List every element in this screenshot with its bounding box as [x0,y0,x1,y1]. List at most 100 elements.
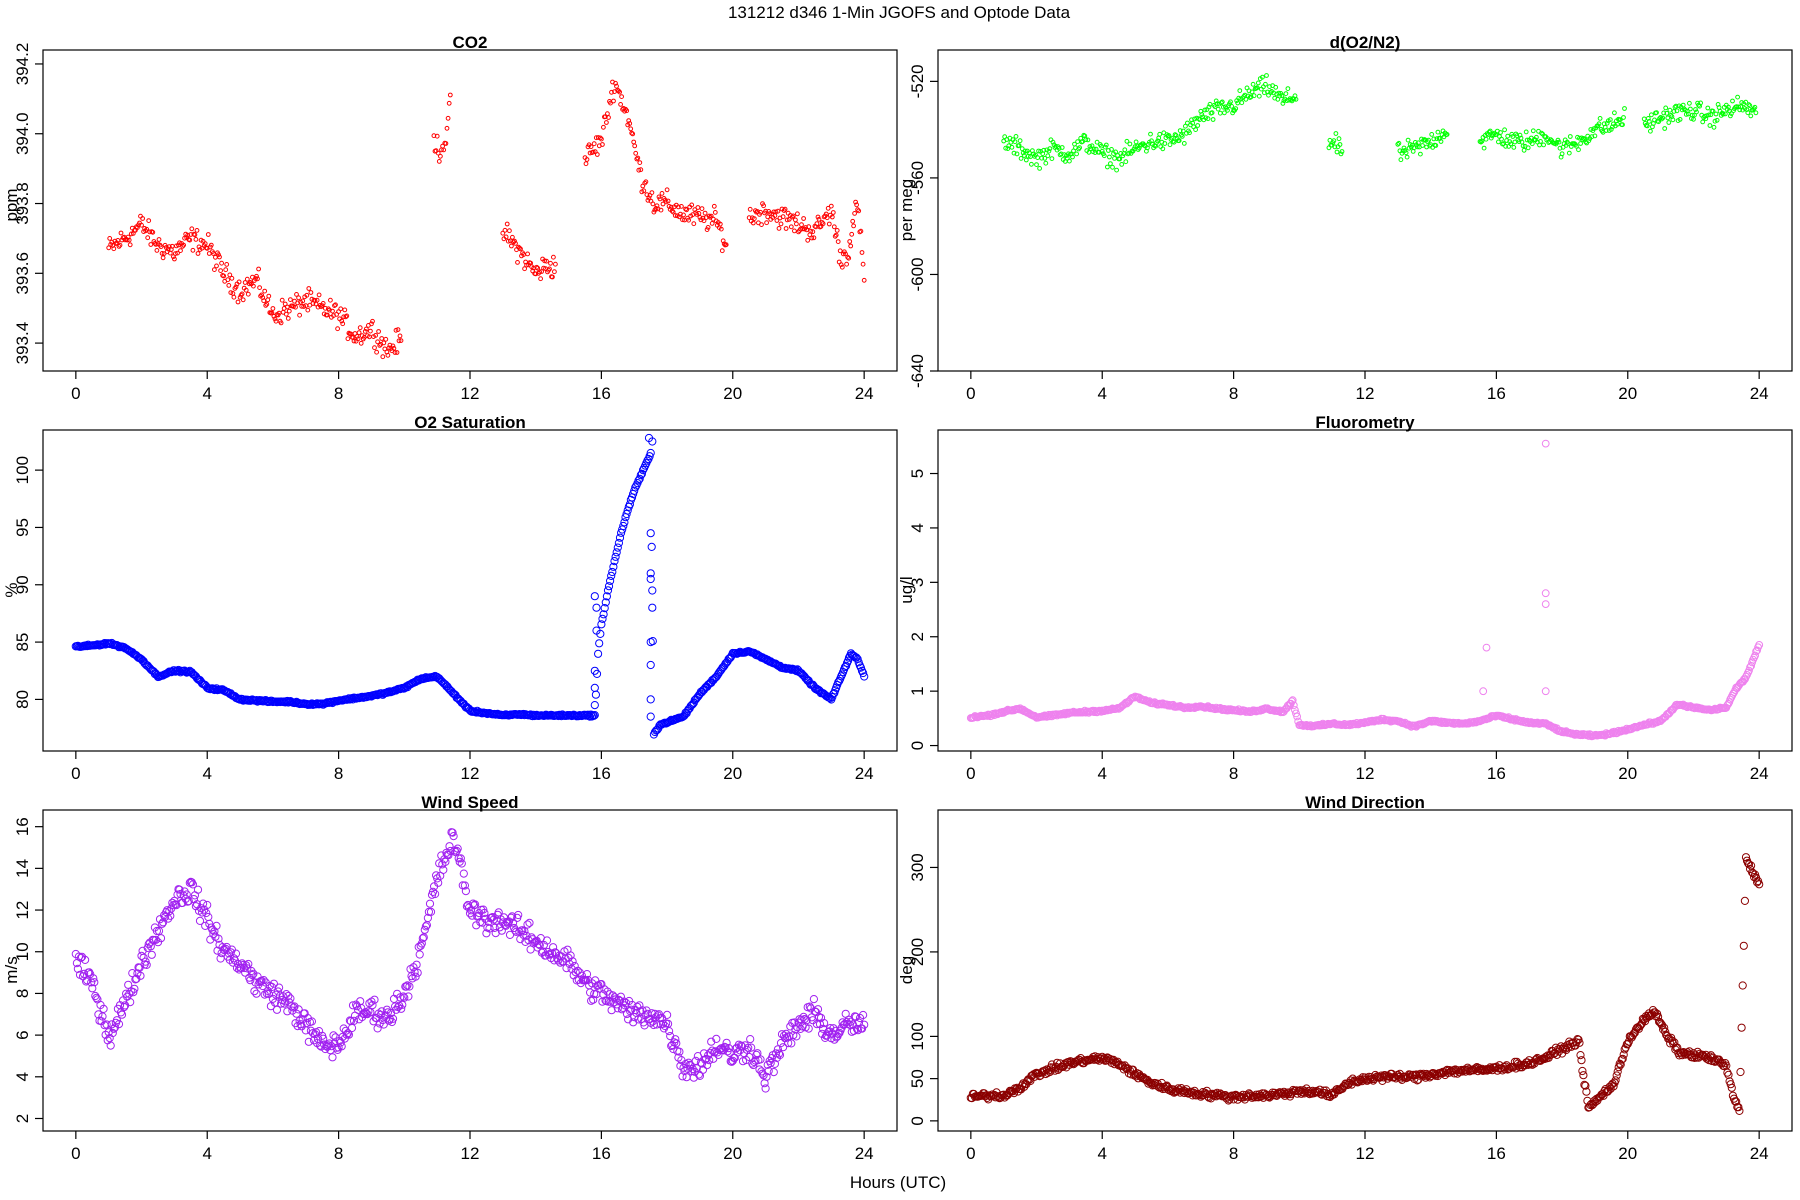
y-tick-label: 2 [908,632,927,641]
data-point [300,298,306,304]
data-point [151,935,160,944]
y-tick-label: 300 [908,853,927,881]
data-point [671,1035,680,1044]
data-point [1734,1103,1743,1112]
data-point [1288,696,1297,705]
data-point [1202,703,1210,712]
data-point [1730,98,1735,104]
outlier-point [648,603,657,612]
x-tick-label: 8 [1229,384,1238,403]
data-point [641,188,647,194]
data-point [238,959,247,968]
data-point [1233,106,1239,111]
data-point [445,115,451,121]
data-point [1177,128,1183,134]
data-point [1620,122,1625,128]
data-point [1451,1065,1460,1074]
data-point [1654,110,1659,115]
x-tick-label: 24 [855,1144,874,1163]
data-point [126,998,135,1007]
data-point [1608,126,1614,132]
data-point [697,215,703,220]
data-point [369,321,374,327]
data-point [627,121,633,126]
data-point [314,297,320,303]
data-point [677,214,682,220]
y-tick-label: 90 [13,575,32,594]
x-tick-label: 8 [1229,764,1238,783]
data-point [637,160,643,166]
data-point [634,476,643,485]
data-point [1332,144,1338,150]
data-point [771,1049,781,1058]
x-tick-label: 16 [592,764,611,783]
data-point [428,887,438,897]
data-point [617,89,622,95]
y-tick-label: 5 [908,469,927,478]
panel-frame [42,49,898,372]
data-point [128,231,134,237]
data-point [1578,1066,1587,1076]
data-point [1277,93,1283,99]
data-point [1523,129,1529,135]
data-point [1748,113,1754,119]
data-point [1179,134,1185,139]
y-tick-label: -520 [908,64,927,98]
data-point [265,981,274,991]
data-point [507,228,512,234]
data-point [1613,1067,1622,1076]
data-point [825,205,831,211]
data-point [1666,1039,1675,1048]
data-point [1337,142,1343,147]
data-point [588,144,594,150]
data-point [1407,722,1416,731]
data-point [613,543,622,552]
data-point [1567,134,1573,139]
data-point [1487,128,1493,134]
x-tick-label: 16 [1487,1144,1506,1163]
data-point [446,100,452,106]
data-point [1011,150,1017,156]
data-point [606,115,611,120]
panel-frame [42,809,898,1132]
data-point [806,224,812,230]
data-point [698,1065,708,1074]
data-point [794,221,799,227]
data-point [1100,707,1109,715]
data-point [402,982,411,991]
outlier-point [646,660,655,670]
data-point [1239,100,1245,106]
data-point [523,920,532,929]
data-point [376,1010,385,1020]
data-point [1101,153,1107,159]
data-point [628,126,634,132]
data-point [553,261,558,267]
data-point [597,620,606,629]
data-point [368,328,373,334]
data-point [242,280,248,285]
data-point [691,221,697,227]
data-point [719,248,725,254]
data-point [688,1064,697,1074]
data-point [684,207,689,213]
data-point [148,242,154,247]
data-point [1581,1081,1590,1090]
data-point [573,966,582,975]
data-point [257,285,263,291]
data-point [776,226,782,231]
data-point [139,222,144,228]
data-point [709,221,715,226]
data-point [1155,138,1161,144]
x-tick-label: 0 [966,1144,975,1163]
data-point [136,971,145,980]
data-point [351,338,357,344]
data-point [218,268,224,274]
y-tick-label: 50 [908,1069,927,1088]
data-point [338,306,344,312]
data-point [392,350,398,355]
data-point [1113,149,1118,155]
data-point [394,350,400,355]
data-point [707,1037,716,1046]
data-point [755,1065,764,1074]
